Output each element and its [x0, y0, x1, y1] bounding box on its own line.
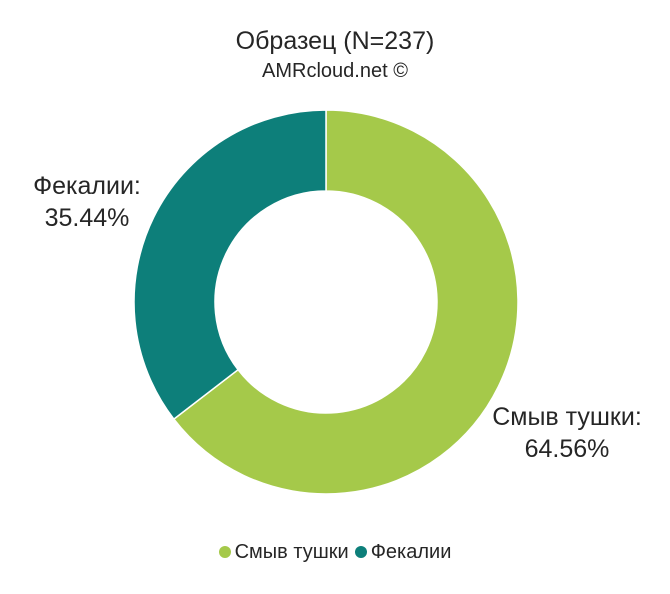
data-label-feces-value: 35.44% [44, 204, 130, 232]
legend-item-carcass-wash: Смыв тушки [218, 540, 349, 564]
data-label-carcass-wash: Смыв тушки: 64.56% [486, 401, 648, 465]
legend-label-carcass-wash: Смыв тушки [234, 541, 349, 563]
donut-slice-carcass-wash [172, 109, 519, 495]
chart-title: Образец (N=237) [235, 27, 435, 55]
legend-item-feces: Фекалии [354, 540, 452, 564]
donut-slice-feces [133, 109, 327, 421]
data-label-carcass-wash-value: 64.56% [524, 435, 610, 463]
legend: Смыв тушки Фекалии [0, 540, 670, 564]
legend-marker-feces [354, 546, 367, 558]
data-label-carcass-wash-name: Смыв тушки: [492, 403, 642, 431]
chart-subtitle: AMRcloud.net © [262, 60, 408, 82]
data-label-feces-name: Фекалии: [33, 172, 141, 200]
legend-label-feces: Фекалии [370, 541, 452, 563]
legend-marker-carcass-wash [218, 546, 231, 558]
data-label-feces: Фекалии: 35.44% [22, 170, 152, 234]
